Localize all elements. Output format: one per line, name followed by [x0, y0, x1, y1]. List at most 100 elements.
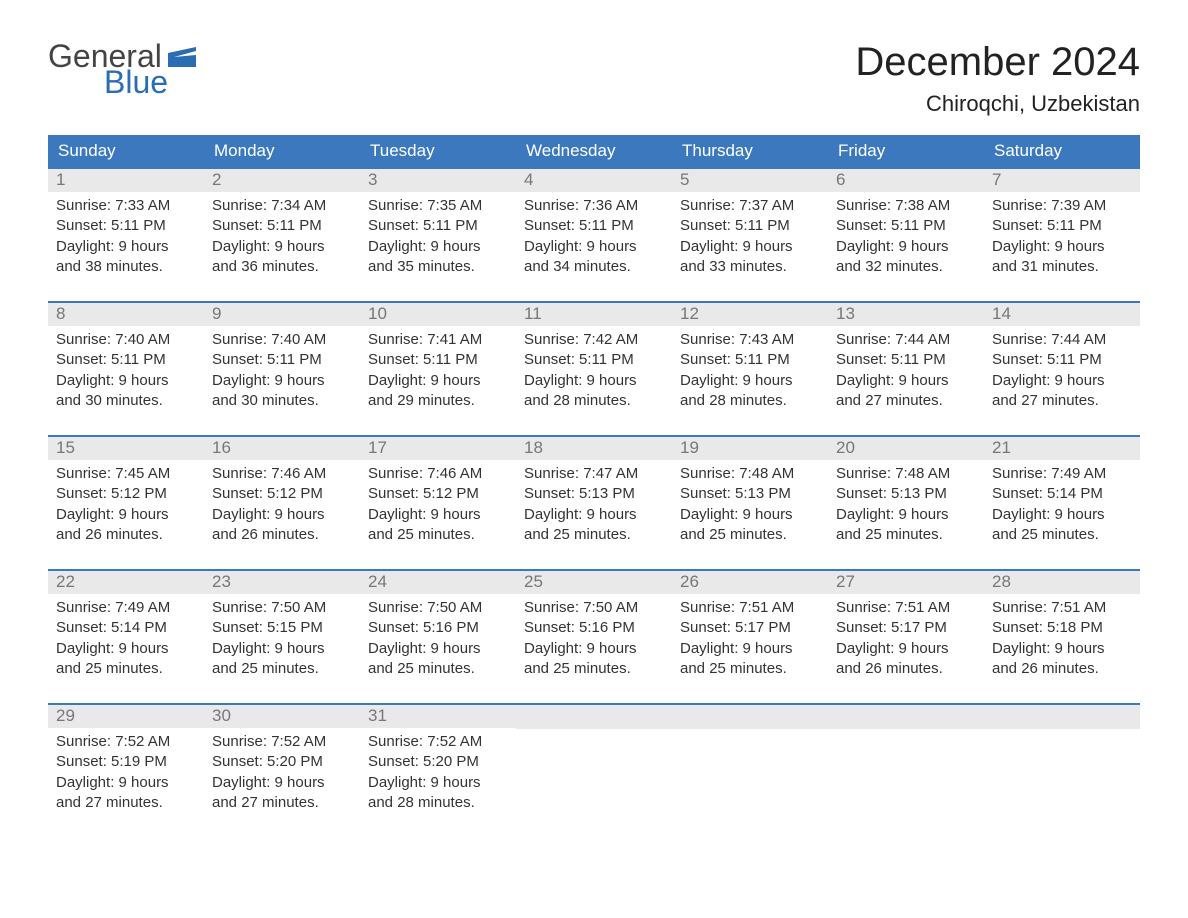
- day-number: 17: [360, 437, 516, 460]
- sunrise-line: Sunrise: 7:46 AM: [368, 464, 508, 484]
- daylight-line2: and 25 minutes.: [680, 525, 820, 545]
- sunset-line: Sunset: 5:11 PM: [836, 216, 976, 236]
- sunset-line: Sunset: 5:11 PM: [56, 350, 196, 370]
- sunset-line: Sunset: 5:20 PM: [368, 752, 508, 772]
- calendar-cell: 2Sunrise: 7:34 AMSunset: 5:11 PMDaylight…: [204, 169, 360, 277]
- daylight-line2: and 27 minutes.: [212, 793, 352, 813]
- daylight-line2: and 33 minutes.: [680, 257, 820, 277]
- sunset-line: Sunset: 5:14 PM: [56, 618, 196, 638]
- day-number: 23: [204, 571, 360, 594]
- day-number: 10: [360, 303, 516, 326]
- sunrise-line: Sunrise: 7:38 AM: [836, 196, 976, 216]
- sunrise-line: Sunrise: 7:48 AM: [836, 464, 976, 484]
- sunrise-line: Sunrise: 7:52 AM: [212, 732, 352, 752]
- sunset-line: Sunset: 5:16 PM: [524, 618, 664, 638]
- daylight-line2: and 28 minutes.: [680, 391, 820, 411]
- day-header-row: Sunday Monday Tuesday Wednesday Thursday…: [48, 135, 1140, 167]
- sunrise-line: Sunrise: 7:52 AM: [368, 732, 508, 752]
- calendar-cell: 8Sunrise: 7:40 AMSunset: 5:11 PMDaylight…: [48, 303, 204, 411]
- sunrise-line: Sunrise: 7:45 AM: [56, 464, 196, 484]
- sunrise-line: Sunrise: 7:49 AM: [56, 598, 196, 618]
- sunset-line: Sunset: 5:11 PM: [524, 350, 664, 370]
- sunrise-line: Sunrise: 7:40 AM: [212, 330, 352, 350]
- calendar-cell: 28Sunrise: 7:51 AMSunset: 5:18 PMDayligh…: [984, 571, 1140, 679]
- day-details: Sunrise: 7:52 AMSunset: 5:20 PMDaylight:…: [360, 728, 516, 813]
- day-header-sat: Saturday: [984, 135, 1140, 167]
- daylight-line1: Daylight: 9 hours: [836, 639, 976, 659]
- calendar-cell: 23Sunrise: 7:50 AMSunset: 5:15 PMDayligh…: [204, 571, 360, 679]
- daylight-line1: Daylight: 9 hours: [56, 773, 196, 793]
- daylight-line1: Daylight: 9 hours: [524, 371, 664, 391]
- day-number: 31: [360, 705, 516, 728]
- sunset-line: Sunset: 5:11 PM: [368, 216, 508, 236]
- daylight-line2: and 25 minutes.: [368, 525, 508, 545]
- sunset-line: Sunset: 5:13 PM: [524, 484, 664, 504]
- day-number: 26: [672, 571, 828, 594]
- daylight-line2: and 27 minutes.: [56, 793, 196, 813]
- brand-word2: Blue: [48, 66, 196, 98]
- day-number: 12: [672, 303, 828, 326]
- sunrise-line: Sunrise: 7:41 AM: [368, 330, 508, 350]
- sunset-line: Sunset: 5:20 PM: [212, 752, 352, 772]
- day-number: 28: [984, 571, 1140, 594]
- day-number: 15: [48, 437, 204, 460]
- sunrise-line: Sunrise: 7:37 AM: [680, 196, 820, 216]
- day-number: 27: [828, 571, 984, 594]
- sunrise-line: Sunrise: 7:44 AM: [836, 330, 976, 350]
- day-details: Sunrise: 7:44 AMSunset: 5:11 PMDaylight:…: [828, 326, 984, 411]
- daylight-line1: Daylight: 9 hours: [56, 237, 196, 257]
- sunset-line: Sunset: 5:11 PM: [836, 350, 976, 370]
- daylight-line1: Daylight: 9 hours: [56, 505, 196, 525]
- calendar-cell: 12Sunrise: 7:43 AMSunset: 5:11 PMDayligh…: [672, 303, 828, 411]
- sunrise-line: Sunrise: 7:51 AM: [992, 598, 1132, 618]
- daylight-line1: Daylight: 9 hours: [524, 505, 664, 525]
- calendar-cell: 29Sunrise: 7:52 AMSunset: 5:19 PMDayligh…: [48, 705, 204, 813]
- daylight-line2: and 28 minutes.: [368, 793, 508, 813]
- daylight-line2: and 25 minutes.: [212, 659, 352, 679]
- day-number: 25: [516, 571, 672, 594]
- daylight-line2: and 25 minutes.: [524, 659, 664, 679]
- daylight-line1: Daylight: 9 hours: [56, 371, 196, 391]
- sunrise-line: Sunrise: 7:50 AM: [212, 598, 352, 618]
- day-number: 16: [204, 437, 360, 460]
- daylight-line2: and 38 minutes.: [56, 257, 196, 277]
- calendar-cell: 18Sunrise: 7:47 AMSunset: 5:13 PMDayligh…: [516, 437, 672, 545]
- day-details: Sunrise: 7:40 AMSunset: 5:11 PMDaylight:…: [48, 326, 204, 411]
- day-details: Sunrise: 7:52 AMSunset: 5:19 PMDaylight:…: [48, 728, 204, 813]
- daylight-line1: Daylight: 9 hours: [368, 639, 508, 659]
- daylight-line1: Daylight: 9 hours: [368, 371, 508, 391]
- brand-logo: General Blue: [48, 40, 196, 98]
- day-details: Sunrise: 7:51 AMSunset: 5:17 PMDaylight:…: [828, 594, 984, 679]
- daylight-line1: Daylight: 9 hours: [524, 639, 664, 659]
- calendar-cell: 21Sunrise: 7:49 AMSunset: 5:14 PMDayligh…: [984, 437, 1140, 545]
- location-subtitle: Chiroqchi, Uzbekistan: [855, 91, 1140, 117]
- daylight-line1: Daylight: 9 hours: [212, 505, 352, 525]
- sunrise-line: Sunrise: 7:40 AM: [56, 330, 196, 350]
- calendar-cell: 22Sunrise: 7:49 AMSunset: 5:14 PMDayligh…: [48, 571, 204, 679]
- day-number: 4: [516, 169, 672, 192]
- sunset-line: Sunset: 5:11 PM: [368, 350, 508, 370]
- calendar-cell: 6Sunrise: 7:38 AMSunset: 5:11 PMDaylight…: [828, 169, 984, 277]
- day-details: Sunrise: 7:39 AMSunset: 5:11 PMDaylight:…: [984, 192, 1140, 277]
- daylight-line2: and 25 minutes.: [992, 525, 1132, 545]
- day-number: 29: [48, 705, 204, 728]
- day-details: Sunrise: 7:47 AMSunset: 5:13 PMDaylight:…: [516, 460, 672, 545]
- calendar-cell: [672, 705, 828, 813]
- sunrise-line: Sunrise: 7:51 AM: [680, 598, 820, 618]
- day-details: Sunrise: 7:48 AMSunset: 5:13 PMDaylight:…: [828, 460, 984, 545]
- daylight-line2: and 25 minutes.: [368, 659, 508, 679]
- daylight-line2: and 26 minutes.: [992, 659, 1132, 679]
- daylight-line2: and 25 minutes.: [836, 525, 976, 545]
- daylight-line2: and 28 minutes.: [524, 391, 664, 411]
- sunrise-line: Sunrise: 7:39 AM: [992, 196, 1132, 216]
- day-number: 20: [828, 437, 984, 460]
- day-header-wed: Wednesday: [516, 135, 672, 167]
- day-number: 8: [48, 303, 204, 326]
- calendar-cell: 25Sunrise: 7:50 AMSunset: 5:16 PMDayligh…: [516, 571, 672, 679]
- day-details: Sunrise: 7:44 AMSunset: 5:11 PMDaylight:…: [984, 326, 1140, 411]
- sunset-line: Sunset: 5:17 PM: [680, 618, 820, 638]
- day-details: Sunrise: 7:41 AMSunset: 5:11 PMDaylight:…: [360, 326, 516, 411]
- sunset-line: Sunset: 5:16 PM: [368, 618, 508, 638]
- day-header-fri: Friday: [828, 135, 984, 167]
- week-row: 8Sunrise: 7:40 AMSunset: 5:11 PMDaylight…: [48, 301, 1140, 411]
